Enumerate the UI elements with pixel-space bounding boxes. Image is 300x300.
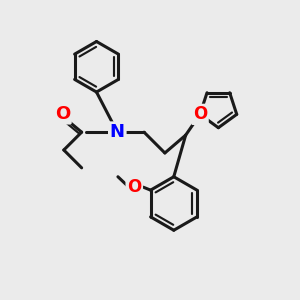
Text: O: O bbox=[193, 105, 207, 123]
Text: N: N bbox=[110, 123, 125, 141]
Text: O: O bbox=[127, 178, 141, 196]
Text: O: O bbox=[55, 105, 70, 123]
